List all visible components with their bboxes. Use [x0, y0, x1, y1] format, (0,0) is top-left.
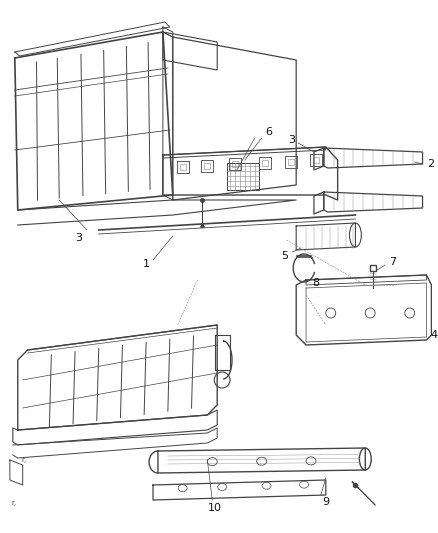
Text: 1: 1: [143, 259, 150, 269]
Text: r,: r,: [11, 500, 16, 506]
Text: 5: 5: [281, 251, 288, 261]
Bar: [227, 163, 259, 190]
Text: 10: 10: [208, 503, 222, 513]
Text: 3: 3: [75, 233, 82, 243]
Bar: [205, 163, 210, 169]
Text: 6: 6: [265, 127, 272, 137]
Bar: [259, 157, 271, 169]
Text: 7: 7: [389, 257, 396, 267]
Bar: [229, 158, 241, 171]
Bar: [177, 161, 189, 173]
Bar: [285, 156, 297, 168]
Bar: [180, 164, 186, 170]
Bar: [310, 155, 322, 166]
Bar: [232, 161, 238, 167]
Text: r,: r,: [22, 457, 27, 463]
Text: 9: 9: [322, 497, 329, 507]
Bar: [288, 159, 294, 165]
Text: 4: 4: [431, 330, 438, 340]
Bar: [201, 160, 213, 172]
Text: 8: 8: [312, 278, 319, 288]
Text: 2: 2: [427, 159, 434, 169]
Bar: [313, 157, 319, 164]
Text: 3: 3: [288, 135, 295, 145]
Bar: [261, 160, 268, 166]
